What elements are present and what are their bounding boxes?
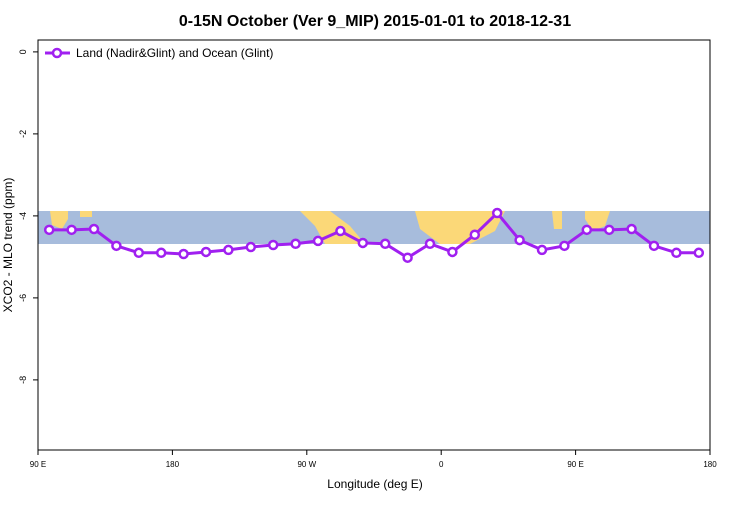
point [245, 241, 257, 253]
y-tick-label: 0 [18, 49, 28, 54]
point [424, 238, 436, 250]
point [312, 235, 324, 247]
y-tick-label: -2 [18, 130, 28, 138]
point [155, 247, 167, 259]
point [514, 234, 525, 246]
point [200, 246, 212, 258]
point [335, 225, 346, 237]
point [357, 237, 369, 249]
legend-marker [51, 47, 63, 59]
legend-label: Land (Nadir&Glint) and Ocean (Glint) [76, 46, 273, 60]
point [648, 240, 660, 252]
x-tick-label: 90 E [567, 460, 583, 469]
point [469, 229, 481, 240]
point [223, 244, 234, 256]
point [447, 246, 458, 258]
x-tick-label: 180 [703, 460, 717, 469]
point [111, 240, 122, 252]
point [267, 239, 279, 251]
point [178, 248, 189, 260]
point [693, 247, 705, 259]
point [133, 247, 145, 259]
y-axis-label: XCO2 - MLO trend (ppm) [1, 178, 15, 313]
x-tick-label: 0 [439, 460, 444, 469]
point [491, 207, 503, 219]
x-tick-label: 180 [166, 460, 180, 469]
chart-title: 0-15N October (Ver 9_MIP) 2015-01-01 to … [179, 13, 571, 30]
y-tick-label: -6 [18, 294, 28, 302]
x-tick-label: 90 E [30, 460, 46, 469]
point [43, 224, 55, 236]
point [66, 224, 77, 236]
x-axis-label: Longitude (deg E) [327, 477, 422, 491]
plot-frame [37, 39, 711, 451]
point [559, 240, 570, 252]
point [581, 224, 593, 236]
point [603, 224, 615, 236]
point [88, 223, 100, 235]
point [402, 252, 413, 263]
point [671, 247, 682, 259]
y-tick-label: -8 [18, 376, 28, 384]
y-tick-label: -4 [18, 212, 28, 220]
x-tick-label: 90 W [297, 460, 316, 469]
point [536, 244, 548, 256]
point [626, 223, 637, 235]
point [290, 238, 301, 250]
point [379, 238, 391, 250]
